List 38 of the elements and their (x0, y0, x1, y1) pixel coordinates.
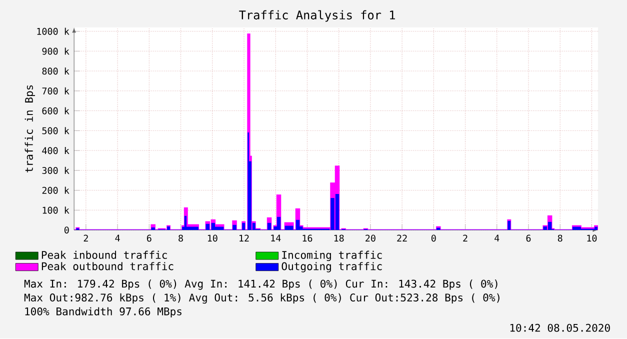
legend-label: Outgoing traffic (282, 262, 382, 273)
y-axis-title: traffic in Bps (24, 86, 36, 173)
y-tick-label: 1000 k (37, 28, 70, 36)
x-tick-label: 6 (526, 234, 531, 242)
legend-label: Incoming traffic (282, 250, 382, 262)
x-tick-label: 4 (115, 234, 120, 242)
x-tick-label: 20 (366, 234, 376, 242)
x-tick-label: 0 (431, 234, 436, 242)
text: Max Out:982.76 kBps ( 1%) Avg Out: 5.56 kBps ( 0%) Cur Out:523.28 Bps ( 0%) (24, 294, 500, 304)
y-tick-label: 800 k (42, 68, 70, 75)
legend-label: Peak outbound traffic (42, 262, 174, 270)
chart-title: Traffic Analysis for 1 (239, 10, 395, 22)
y-tick-label: 700 k (42, 88, 70, 95)
y-tick-label: 400 k (42, 147, 70, 154)
x-tick-label: 2 (463, 234, 468, 242)
legend-label: Peak inbound traffic (42, 250, 167, 260)
x-tick-label: 8 (178, 234, 183, 242)
x-tick-label: 16 (302, 234, 312, 242)
x-tick-label: 6 (146, 234, 152, 242)
x-tick-label: 8 (558, 234, 562, 242)
text: 10:42 08.05.2020 (510, 324, 610, 332)
y-tick-label: 200 k (42, 186, 70, 194)
y-tick-label: 600 k (42, 107, 70, 115)
x-tick-label: 18 (334, 234, 344, 242)
y-tick-label: 900 k (42, 48, 70, 55)
x-tick-label: 22 (397, 234, 407, 242)
text: Max In: 179.42 Bps ( 0%) Avg In: 141.42 Bps ( 0%) Cur In: 143.42 Bps ( 0%) (24, 280, 498, 290)
x-tick-label: 4 (494, 234, 500, 242)
text: 100% Bandwidth 97.66 MBps (25, 307, 182, 318)
x-tick-label: 10 (587, 234, 597, 242)
y-tick-label: 500 k (42, 127, 70, 134)
y-tick-label: 100 k (42, 206, 70, 214)
x-tick-label: 12 (240, 234, 249, 242)
y-tick-label: 0 (64, 226, 69, 234)
x-tick-label: 2 (84, 234, 88, 242)
x-tick-label: 10 (208, 234, 218, 242)
y-tick-label: 300 k (42, 167, 70, 174)
x-tick-label: 14 (271, 234, 281, 242)
